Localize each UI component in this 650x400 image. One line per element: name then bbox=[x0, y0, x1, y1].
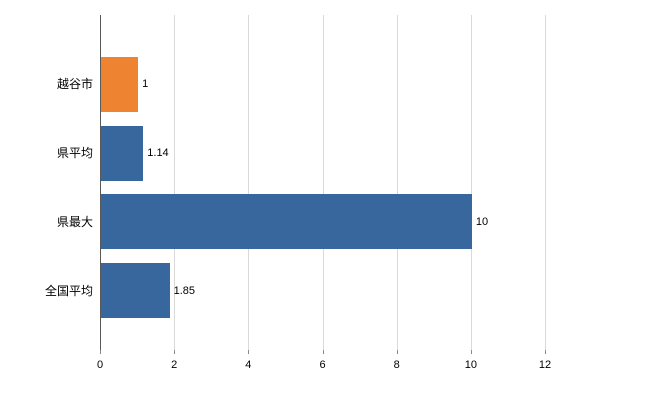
vertical-gridline bbox=[396, 15, 398, 350]
x-axis-tick bbox=[174, 350, 176, 354]
bar-value-label: 1.14 bbox=[147, 147, 169, 160]
x-axis-tick-label: 8 bbox=[393, 359, 400, 371]
vertical-gridline bbox=[248, 15, 250, 350]
category-label: 全国平均 bbox=[44, 283, 93, 298]
x-axis-tick-label: 4 bbox=[245, 359, 252, 371]
x-axis-tick bbox=[248, 350, 250, 354]
x-axis-tick-label: 0 bbox=[96, 359, 104, 371]
x-axis-tick bbox=[396, 350, 398, 354]
vertical-gridline bbox=[322, 15, 324, 350]
category-label: 越谷市 bbox=[56, 77, 93, 92]
bar-value-label: 1 bbox=[142, 78, 149, 91]
x-axis-tick bbox=[100, 350, 101, 354]
x-axis-tick-label: 2 bbox=[171, 359, 178, 371]
bar-県最大 bbox=[101, 194, 472, 250]
vertical-gridline bbox=[545, 15, 546, 350]
bar-全国平均 bbox=[101, 263, 170, 319]
bar-value-label: 1.85 bbox=[173, 284, 196, 297]
category-label: 県最大 bbox=[56, 214, 93, 229]
x-axis-tick-label: 6 bbox=[319, 359, 326, 371]
x-axis-tick bbox=[322, 350, 324, 354]
vertical-gridline bbox=[174, 15, 176, 350]
x-axis-tick bbox=[545, 350, 546, 354]
x-axis-tick-label: 12 bbox=[538, 359, 552, 371]
bar-県平均 bbox=[101, 125, 144, 181]
x-axis-tick-label: 10 bbox=[464, 359, 477, 371]
y-axis-line bbox=[100, 15, 101, 350]
category-label: 県平均 bbox=[56, 146, 93, 161]
bar-value-label: 10 bbox=[475, 215, 489, 228]
bar-越谷市 bbox=[101, 56, 139, 112]
x-axis-tick bbox=[470, 350, 472, 354]
vertical-gridline bbox=[470, 15, 472, 350]
